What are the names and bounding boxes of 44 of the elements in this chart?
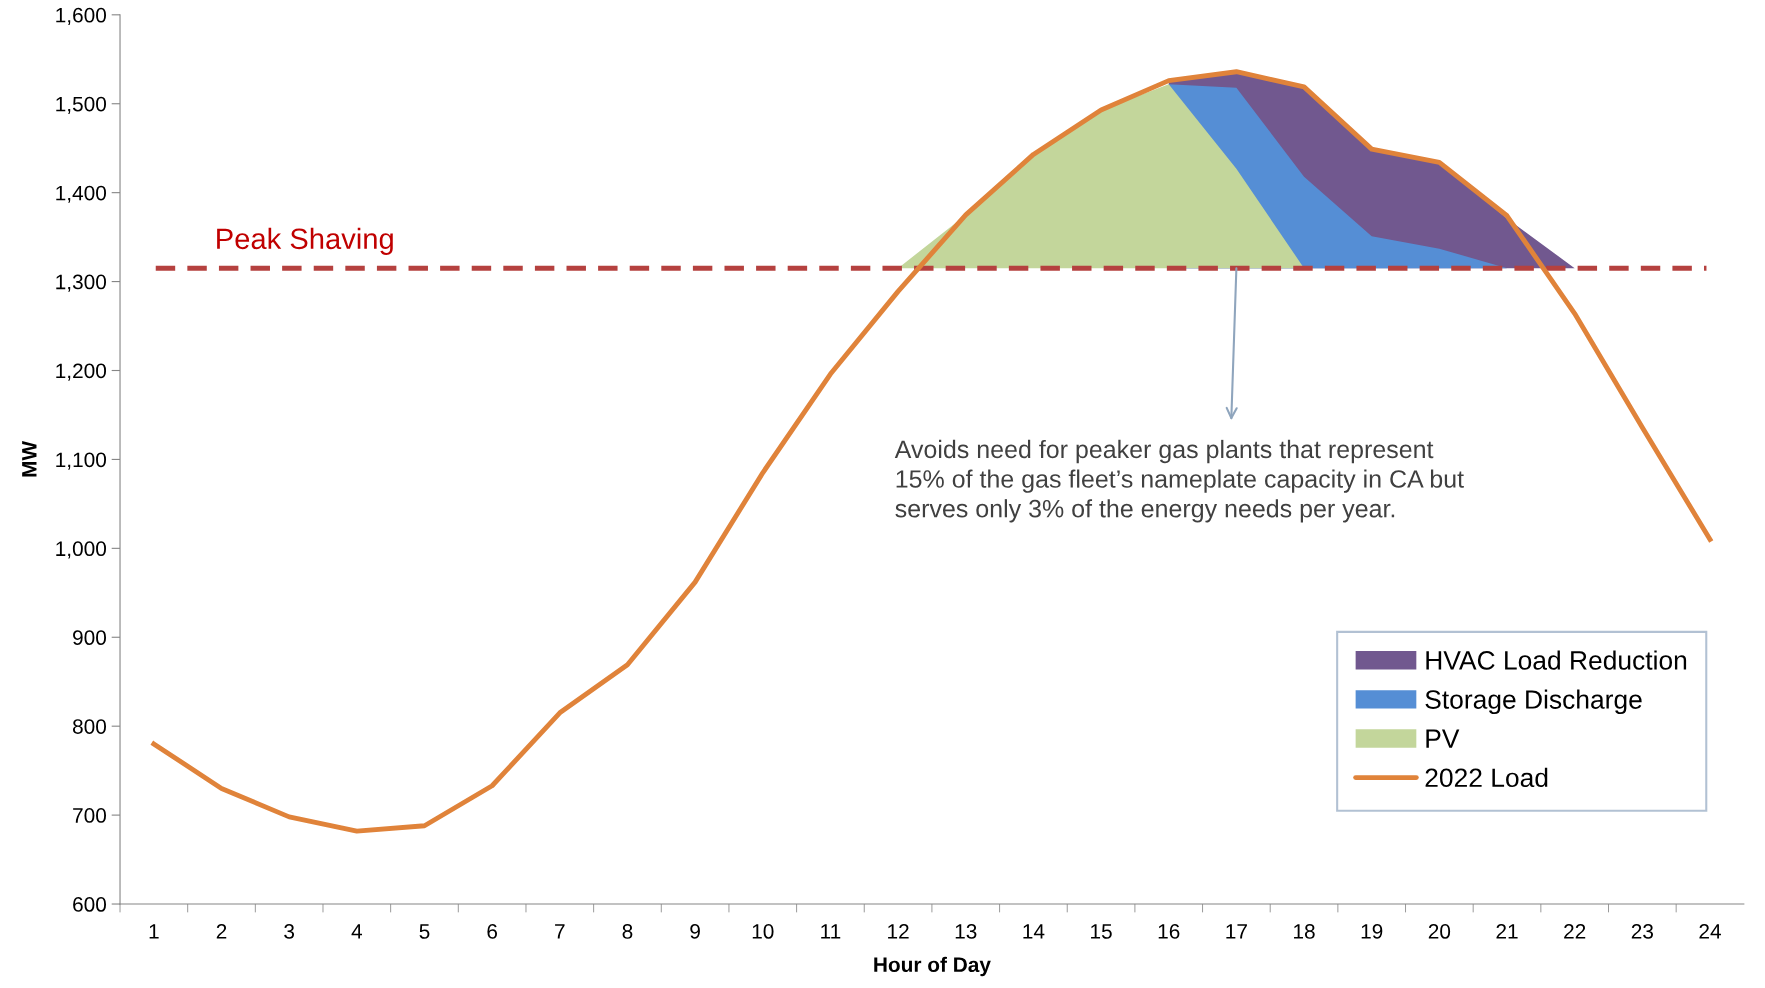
y-tick-label: 1,100 (56, 452, 107, 470)
x-tick-label: 10 (752, 924, 774, 939)
annotation: Avoids need for peaker gas plants that represent 15% of the gas fleet’s nameplate capacity in CA but serves only 3% of the energy needs per year. (894, 439, 1464, 523)
x-tick-label: 19 (1361, 924, 1383, 939)
x-tick-label: 3 (284, 924, 295, 939)
x-tick-label: 6 (487, 924, 498, 939)
x-tick-label: 16 (1158, 924, 1180, 939)
y-tick-label: 1,600 (56, 7, 107, 26)
x-tick-label: 18 (1294, 924, 1315, 939)
x-tick-label: 15 (1091, 924, 1112, 939)
x-tick-label: 9 (690, 924, 700, 939)
legend-label: 2022 Load (1425, 767, 1548, 788)
legend-label: HVAC Load Reduction (1426, 650, 1687, 670)
ref-line-label: Peak Shaving (217, 227, 393, 255)
x-tick-label: 11 (821, 924, 841, 939)
x-tick-label: 1 (149, 924, 159, 939)
line-series (151, 69, 1713, 834)
x-tick-label: 23 (1631, 924, 1653, 939)
x-tick-label: 7 (555, 924, 565, 939)
x-tick-label: 12 (888, 924, 909, 939)
y-tick-label: 1,500 (56, 96, 107, 114)
x-tick-label: 4 (351, 924, 363, 939)
x-tick-label: 24 (1699, 924, 1721, 939)
x-tick-label: 5 (419, 924, 430, 939)
x-tick-label: 21 (1496, 924, 1518, 939)
legend-label: Storage Discharge (1425, 689, 1642, 715)
y-tick-label: 900 (73, 630, 107, 646)
y-tick-label: 1,200 (56, 363, 107, 381)
x-tick-label: 8 (622, 924, 633, 939)
y-axis-title: MW (22, 440, 37, 477)
y-tick-label: 1,000 (56, 541, 107, 559)
y-tick-label: 800 (72, 719, 107, 734)
x-tick-label: 13 (955, 924, 977, 939)
x-axis-title: Hour of Day (874, 956, 991, 977)
y-tick-label: 700 (73, 808, 107, 823)
y-tick-label: 1,400 (56, 185, 107, 203)
x-tick-label: 2 (216, 924, 227, 939)
x-tick-label: 14 (1023, 924, 1045, 939)
y-tick-label: 1,300 (56, 274, 107, 292)
x-tick-label: 20 (1428, 924, 1451, 939)
x-tick-label: 22 (1564, 924, 1586, 939)
x-tick-label: 17 (1226, 924, 1247, 939)
legend-label: PV (1426, 729, 1460, 748)
y-tick-label: 600 (73, 897, 107, 912)
